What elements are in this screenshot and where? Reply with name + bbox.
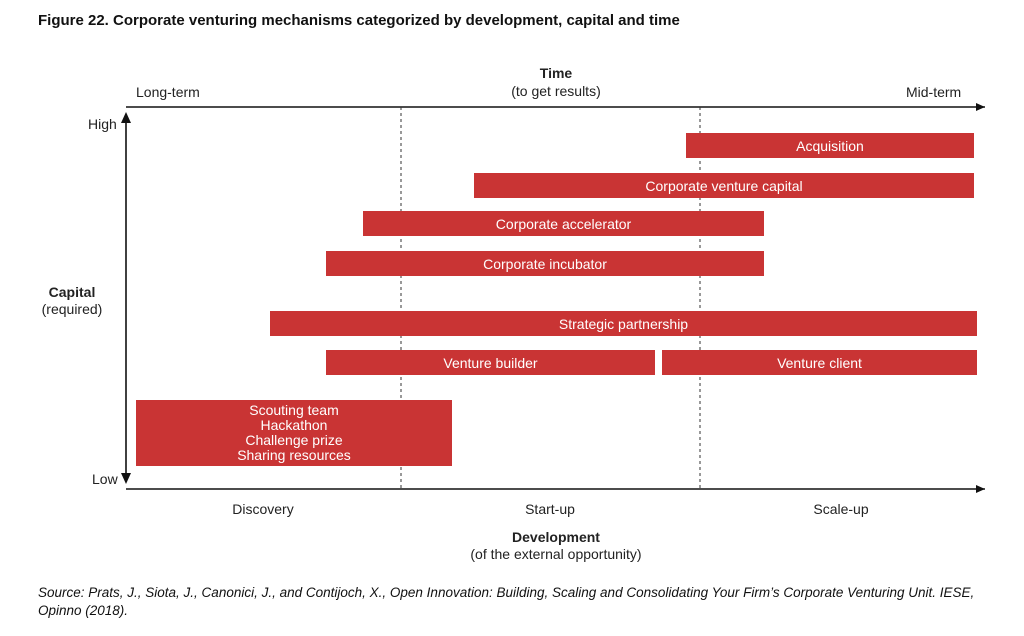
bar-discovery-activities: Scouting team Hackathon Challenge prize …	[136, 400, 452, 466]
bar-venture-client: Venture client	[662, 350, 977, 375]
time-axis-right-label: Mid-term	[906, 84, 962, 100]
capital-axis-arrow-down	[121, 473, 131, 484]
figure-title: Figure 22. Corporate venturing mechanism…	[38, 12, 680, 29]
bar-line-hackathon: Hackathon	[260, 417, 328, 433]
bar-corporate-venture-capital: Corporate venture capital	[474, 173, 974, 198]
bar-strategic-partnership: Strategic partnership	[270, 311, 977, 336]
bar-line-scouting-team: Scouting team	[249, 402, 339, 418]
source-note: Source: Prats, J., Siota, J., Canonici, …	[38, 585, 975, 618]
stage-startup-label: Start-up	[525, 501, 575, 517]
bar-corporate-incubator: Corporate incubator	[326, 251, 764, 276]
development-axis-title: Development	[512, 529, 600, 545]
bar-corporate-accelerator: Corporate accelerator	[363, 211, 764, 236]
capital-high-label: High	[88, 116, 117, 132]
time-axis-left-label: Long-term	[136, 84, 200, 100]
capital-axis-subtitle: (required)	[41, 301, 103, 317]
bar-line-sharing-resources: Sharing resources	[237, 447, 351, 463]
time-axis-title: Time	[539, 65, 573, 81]
bar-acquisition: Acquisition	[686, 133, 974, 158]
development-axis-subtitle: (of the external opportunity)	[470, 546, 642, 562]
bar-venture-builder: Venture builder	[326, 350, 655, 375]
time-axis-subtitle: (to get results)	[511, 83, 601, 99]
bar-line-challenge-prize: Challenge prize	[245, 432, 343, 448]
capital-low-label: Low	[92, 471, 118, 487]
stage-discovery-label: Discovery	[232, 501, 294, 517]
stage-scaleup-label: Scale-up	[813, 501, 869, 517]
capital-axis-title: Capital	[48, 284, 96, 300]
capital-axis-arrow-up	[121, 112, 131, 123]
